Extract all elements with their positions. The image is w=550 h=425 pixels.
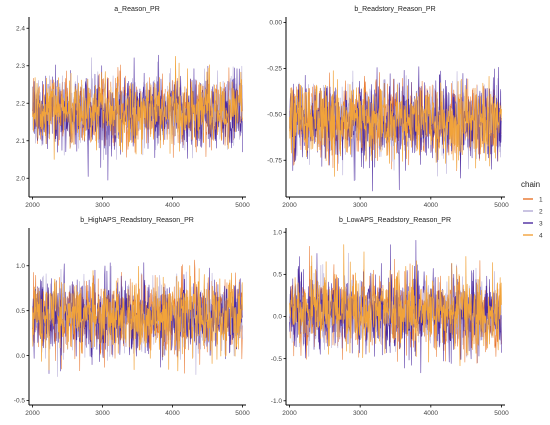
x-tick-label: 5000 [494, 410, 509, 417]
y-tick-label: -0.75 [267, 157, 282, 164]
series-chain-4-line [289, 244, 502, 367]
x-tick-label: 4000 [165, 410, 180, 417]
x-tick-label: 3000 [95, 202, 110, 209]
y-tick-label: 0.00 [269, 20, 282, 27]
x-tick-label: 4000 [165, 202, 180, 209]
panel-title: b_HighAPS_Readstory_Reason_PR [80, 217, 194, 224]
x-tick-label: 3000 [95, 410, 110, 417]
panel-title: b_LowAPS_Readstory_Reason_PR [339, 217, 451, 224]
y-tick-label: -0.25 [267, 66, 282, 73]
legend-label-chain-2: 2 [539, 208, 543, 215]
series-chain-4-line [32, 55, 243, 160]
legend: chain 1 2 3 4 [521, 180, 543, 239]
y-tick-label: 1.0 [16, 263, 25, 270]
panel-title: b_Readstory_Reason_PR [354, 6, 435, 13]
x-tick-label: 5000 [235, 202, 250, 209]
x-tick-label: 2000 [282, 202, 297, 209]
y-tick-label: -0.5 [271, 356, 283, 363]
y-tick-label: 0.5 [16, 308, 25, 315]
x-tick-label: 4000 [424, 202, 439, 209]
x-tick-label: 3000 [353, 202, 368, 209]
y-tick-label: -0.50 [267, 112, 282, 119]
legend-title: chain [521, 180, 540, 189]
series-chain-4-line [289, 70, 502, 177]
x-tick-label: 3000 [353, 410, 368, 417]
x-tick-label: 5000 [235, 410, 250, 417]
series-chain-4-line [32, 265, 243, 372]
y-tick-label: 2.4 [16, 25, 25, 32]
y-tick-label: 0.0 [273, 314, 282, 321]
y-tick-label: 2.0 [16, 175, 25, 182]
legend-label-chain-3: 3 [539, 220, 543, 227]
x-tick-label: 2000 [282, 410, 297, 417]
x-tick-label: 4000 [424, 410, 439, 417]
panel-title: a_Reason_PR [114, 6, 160, 13]
panel-b-lowaps-readstory-reason-pr: b_LowAPS_Readstory_Reason_PR 2000 3000 400… [271, 217, 509, 417]
panel-b-highaps-readstory-reason-pr: b_HighAPS_Readstory_Reason_PR 2000 3000 40… [14, 217, 250, 417]
x-tick-label: 5000 [494, 202, 509, 209]
y-tick-label: 0.0 [16, 353, 25, 360]
y-tick-label: 2.3 [16, 63, 25, 70]
x-tick-label: 2000 [25, 202, 40, 209]
panel-b-readstory-reason-pr: b_Readstory_Reason_PR 2000 3000 4000 5000 0.… [267, 6, 509, 209]
y-tick-label: 0.5 [273, 272, 282, 279]
y-tick-label: -1.0 [271, 398, 283, 405]
y-tick-label: 2.1 [16, 138, 25, 145]
y-tick-label: 1.0 [273, 229, 282, 236]
y-tick-label: 2.2 [16, 100, 25, 107]
legend-label-chain-1: 1 [539, 196, 543, 203]
x-tick-label: 2000 [25, 410, 40, 417]
legend-items: 1 2 3 4 [523, 196, 543, 239]
legend-label-chain-4: 4 [539, 232, 543, 239]
y-tick-label: -0.5 [14, 398, 26, 405]
panel-a-reason-pr: a_Reason_PR 2000 3000 4000 5000 2.0 2.1 2.2 2.3… [16, 6, 250, 209]
